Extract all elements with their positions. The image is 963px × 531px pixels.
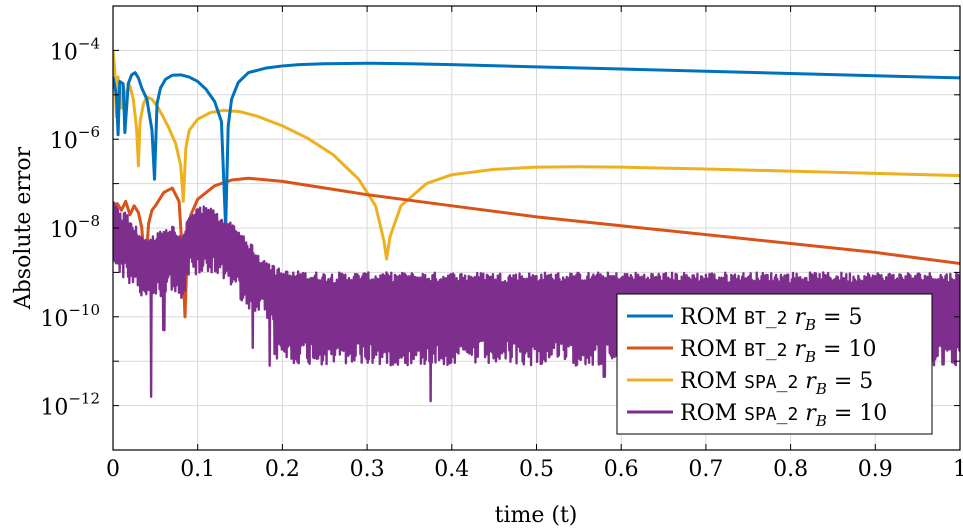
legend-entry-1: ROM BT_2 rB = 10 bbox=[680, 337, 876, 366]
x-tick-label: 0.5 bbox=[519, 457, 554, 482]
legend-part-r: r bbox=[787, 337, 806, 362]
legend-part-r: r bbox=[787, 305, 806, 330]
x-tick-label: 1 bbox=[953, 457, 963, 482]
legend-part-value: = 5 bbox=[816, 305, 862, 330]
legend-part-value: = 10 bbox=[816, 337, 876, 362]
legend-part-prefix: ROM bbox=[680, 369, 744, 394]
legend-part-sub: B bbox=[815, 412, 827, 430]
legend-part-prefix: ROM bbox=[680, 337, 744, 362]
legend-part-method: SPA_2 bbox=[744, 404, 798, 425]
x-axis-label: time (t) bbox=[495, 503, 578, 528]
y-tick-base: 10 bbox=[40, 307, 68, 332]
legend-part-method: BT_2 bbox=[744, 340, 787, 361]
legend-part-method: BT_2 bbox=[744, 308, 787, 329]
y-tick-label: 10−4 bbox=[50, 34, 100, 65]
x-tick-label: 0.8 bbox=[773, 457, 808, 482]
series-line-0 bbox=[113, 61, 960, 230]
legend-part-sub: B bbox=[804, 348, 816, 366]
legend-entry-0: ROM BT_2 rB = 5 bbox=[680, 305, 862, 334]
y-tick-base: 10 bbox=[40, 396, 68, 421]
y-tick-base: 10 bbox=[50, 40, 78, 65]
y-tick-base: 10 bbox=[50, 218, 78, 243]
y-tick-label: 10−10 bbox=[40, 301, 100, 332]
x-tick-label: 0 bbox=[106, 457, 120, 482]
y-tick-exponent: −8 bbox=[78, 212, 100, 230]
x-tick-label: 0.4 bbox=[434, 457, 469, 482]
y-tick-base: 10 bbox=[50, 129, 78, 154]
legend-part-prefix: ROM bbox=[680, 305, 744, 330]
legend-part-r: r bbox=[798, 369, 817, 394]
y-tick-label: 10−6 bbox=[50, 123, 100, 154]
legend-part-r: r bbox=[798, 401, 817, 426]
legend-entry-3: ROM SPA_2 rB = 10 bbox=[680, 401, 887, 430]
tick-marks bbox=[112, 5, 961, 451]
series-line-1 bbox=[113, 176, 960, 319]
y-tick-label: 10−12 bbox=[40, 390, 100, 421]
y-tick-exponent: −4 bbox=[78, 34, 100, 52]
y-tick-exponent: −6 bbox=[78, 123, 100, 141]
x-tick-label: 0.7 bbox=[688, 457, 723, 482]
legend-part-sub: B bbox=[804, 316, 816, 334]
x-tick-label: 0.2 bbox=[265, 457, 300, 482]
legend-part-method: SPA_2 bbox=[744, 372, 798, 393]
x-tick-label: 0.6 bbox=[604, 457, 639, 482]
x-tick-label: 0.1 bbox=[180, 457, 215, 482]
y-tick-exponent: −10 bbox=[68, 301, 100, 319]
legend-entry-2: ROM SPA_2 rB = 5 bbox=[680, 369, 873, 398]
legend-part-prefix: ROM bbox=[680, 401, 744, 426]
legend-part-value: = 5 bbox=[827, 369, 873, 394]
y-tick-label: 10−8 bbox=[50, 212, 100, 243]
tick-labels: 0 0.1 0.2 0.3 0.4 0.5 0.6 0.7 0.8 0.9 110−410−610−… bbox=[40, 34, 963, 482]
x-tick-label: 0.9 bbox=[858, 457, 893, 482]
y-axis-label: Absolute error bbox=[11, 146, 36, 310]
y-tick-exponent: −12 bbox=[68, 390, 100, 408]
legend-part-sub: B bbox=[815, 380, 827, 398]
x-tick-label: 0.3 bbox=[350, 457, 385, 482]
legend-part-value: = 10 bbox=[827, 401, 887, 426]
